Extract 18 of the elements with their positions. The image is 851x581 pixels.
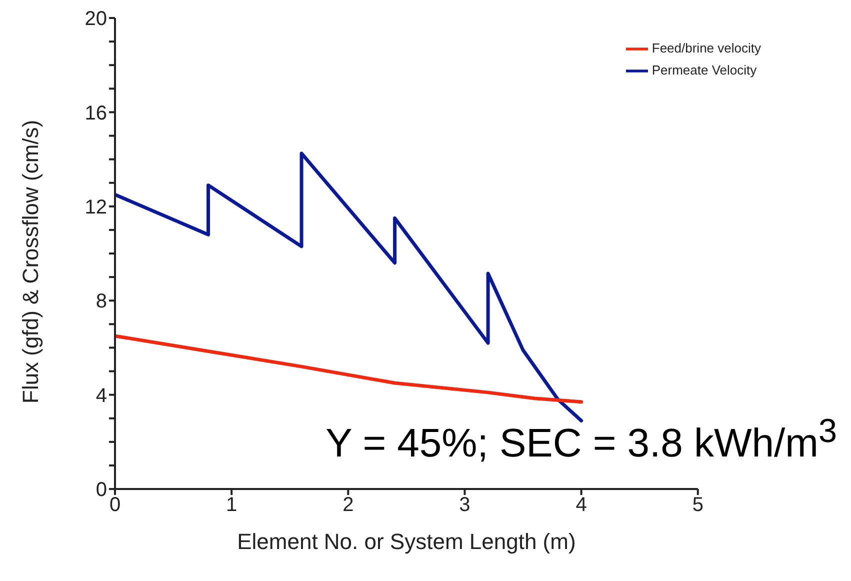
x-tick-label: 4	[576, 494, 587, 516]
y-tick-label: 12	[84, 196, 107, 218]
legend-label: Feed/brine velocity	[652, 40, 761, 56]
line-series	[115, 334, 584, 404]
x-tick-label: 1	[226, 494, 238, 516]
x-tick-label: 5	[692, 494, 704, 516]
y-tick-label: 20	[84, 8, 107, 30]
x-axis-title: Element No. or System Length (m)	[237, 529, 576, 554]
y-tick-label: 16	[84, 102, 107, 124]
y-tick-label: 8	[96, 290, 107, 313]
x-tick-label: 3	[459, 494, 470, 516]
y-tick-label: 0	[96, 479, 107, 502]
legend-label: Permeate Velocity	[652, 62, 757, 78]
line-series	[115, 152, 584, 422]
y-tick-label: 4	[96, 384, 107, 407]
y-axis-title: Flux (gfd) & Crossflow (cm/s)	[18, 120, 43, 404]
x-tick-label: 2	[342, 494, 354, 516]
annotation: Y = 45%; SEC = 3.8 kWh/m$^{3}$	[326, 413, 837, 466]
